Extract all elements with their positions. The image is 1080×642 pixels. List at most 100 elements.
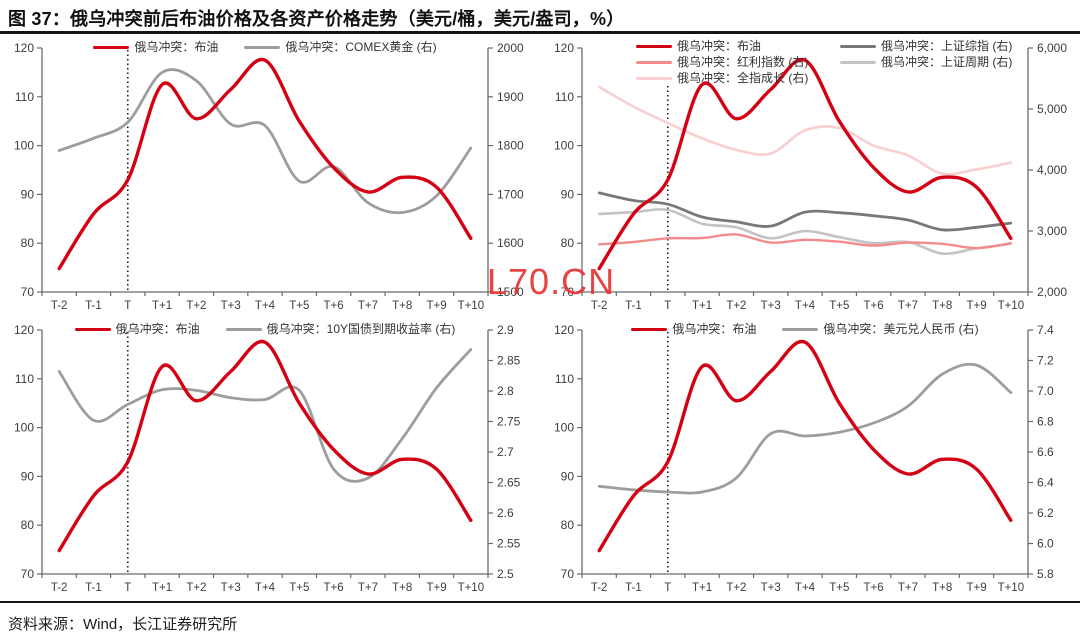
left-axis-tick-label: 110 — [555, 90, 574, 104]
legend-item: 俄乌冲突：上证综指 (右) — [840, 39, 1012, 54]
right-axis-tick-label: 3,000 — [1037, 224, 1067, 238]
series-line — [597, 339, 1013, 553]
x-axis-category-label: T+10 — [458, 582, 485, 594]
x-axis-category-label: T — [124, 300, 131, 312]
x-axis-category-label: T+10 — [998, 582, 1025, 594]
chart-legend: 俄乌冲突：布油 俄乌冲突：10Y国债到期收益率 (右) — [42, 322, 488, 337]
series-line — [597, 191, 1013, 232]
series-line — [598, 233, 1012, 250]
x-axis-category-label: T-1 — [625, 300, 642, 312]
x-axis-category-label: T+7 — [358, 582, 378, 594]
x-axis-category-label: T+1 — [152, 300, 172, 312]
left-axis-tick-label: 120 — [14, 323, 34, 337]
x-axis-category-label: T+10 — [458, 300, 485, 312]
left-axis-tick-label: 90 — [21, 469, 35, 483]
legend-swatch — [74, 327, 111, 332]
x-axis-category-label: T+9 — [966, 582, 986, 594]
right-axis-tick-label: 1900 — [497, 90, 524, 104]
left-axis-tick-label: 100 — [14, 421, 34, 435]
right-axis-tick-label: 2.5 — [497, 567, 514, 581]
x-axis-category-label: T+1 — [692, 582, 712, 594]
left-axis-tick-label: 120 — [554, 323, 574, 337]
x-axis-category-label: T+8 — [392, 300, 412, 312]
x-axis-category-label: T+9 — [426, 300, 446, 312]
chart-canvas: 70 80 90 100 110 120 2.5 2.55 2.6 2.65 2.7 2.75 2.8 2… — [14, 323, 521, 594]
x-axis-category-label: T-2 — [51, 582, 68, 594]
watermark: L70.CN — [487, 261, 616, 302]
right-axis-tick-label: 6.8 — [1037, 415, 1054, 429]
x-axis-category-label: T+1 — [152, 582, 172, 594]
chart-legend: 俄乌冲突：布油 俄乌冲突：美元兑人民币 (右) — [582, 322, 1028, 337]
x-axis-category-label: T+5 — [829, 300, 849, 312]
right-axis-tick-label: 2,000 — [1037, 285, 1067, 299]
left-axis-tick-label: 120 — [14, 41, 34, 55]
x-axis-category-label: T+2 — [186, 300, 206, 312]
legend-item: 俄乌冲突：上证周期 (右) — [840, 55, 1012, 70]
right-axis-tick-label: 6,000 — [1037, 41, 1067, 55]
x-axis-category-label: T+6 — [864, 582, 884, 594]
legend-item: 俄乌冲突：全指成长 (右) — [636, 71, 808, 86]
x-axis-category-label: T — [124, 582, 131, 594]
left-axis-tick-label: 80 — [561, 236, 575, 250]
chart-canvas: 70 80 90 100 110 120 1500 1600 1700 1800 1900 2000 T… — [14, 41, 524, 312]
left-axis-tick-label: 90 — [21, 187, 35, 201]
series-line — [597, 57, 1013, 271]
series-line — [57, 339, 473, 553]
right-axis-tick-label: 2.9 — [497, 323, 514, 337]
x-axis-category-label: T+3 — [761, 582, 781, 594]
legend-label: 俄乌冲突：布油 — [672, 322, 757, 336]
left-axis-tick-label: 110 — [555, 372, 574, 386]
left-axis-tick-label: 80 — [21, 518, 35, 532]
series-line — [597, 85, 1013, 176]
series-line — [597, 362, 1013, 495]
x-axis-category-label: T+1 — [692, 300, 712, 312]
right-axis-tick-label: 4,000 — [1037, 163, 1067, 177]
x-axis-category-label: T-2 — [591, 582, 608, 594]
figure-title: 图 37：俄乌冲突前后布油价格及各资产价格走势（美元/桶，美元/盎司，%） — [8, 9, 625, 29]
chart-brent-vs-10y-cgb-yield: 70 80 90 100 110 120 2.5 2.55 2.6 2.65 2.7 2.75 2.8 2… — [0, 318, 540, 600]
right-axis-tick-label: 2.7 — [497, 445, 514, 459]
left-axis-tick-label: 90 — [561, 187, 575, 201]
legend-item: 俄乌冲突：布油 — [74, 322, 200, 337]
legend-swatch — [636, 44, 672, 49]
right-axis-tick-label: 6.4 — [1037, 476, 1054, 490]
left-axis-tick-label: 80 — [21, 236, 35, 250]
right-axis-tick-label: 1700 — [497, 187, 524, 201]
x-axis-category-label: T+8 — [932, 582, 952, 594]
legend-label: 俄乌冲突：上证综指 (右) — [881, 39, 1013, 53]
right-axis-tick-label: 1600 — [497, 236, 524, 250]
chart-legend: 俄乌冲突：布油 俄乌冲突：COMEX黄金 (右) — [42, 40, 488, 55]
right-axis-tick-label: 1500 — [497, 285, 524, 299]
right-axis-tick-label: 2.6 — [497, 506, 514, 520]
legend-item: 俄乌冲突：红利指数 (右) — [636, 55, 808, 70]
left-axis-tick-label: 100 — [14, 139, 34, 153]
legend-label: 俄乌冲突：布油 — [134, 40, 219, 54]
legend-label: 俄乌冲突：10Y国债到期收益率 (右) — [266, 322, 456, 336]
x-axis-category-label: T-1 — [85, 582, 102, 594]
left-axis-tick-label: 80 — [561, 518, 575, 532]
x-axis-category-label: T+9 — [426, 582, 446, 594]
x-axis-category-label: T-1 — [85, 300, 102, 312]
legend-swatch — [636, 61, 672, 64]
x-axis-category-label: T+9 — [966, 300, 986, 312]
legend-swatch — [636, 77, 672, 80]
title-divider — [0, 31, 1080, 34]
legend-swatch — [225, 328, 262, 331]
left-axis-tick-label: 70 — [21, 285, 35, 299]
left-axis-tick-label: 110 — [15, 372, 34, 386]
right-axis-tick-label: 6.2 — [1037, 506, 1054, 520]
right-axis-tick-label: 2.85 — [497, 354, 521, 368]
x-axis-category-label: T+3 — [221, 582, 241, 594]
chart-brent-vs-comex-gold: 70 80 90 100 110 120 1500 1600 1700 1800 1900 2000 T… — [0, 36, 540, 318]
x-axis-category-label: T+2 — [186, 582, 206, 594]
left-axis-tick-label: 100 — [554, 421, 574, 435]
legend-item: 俄乌冲突：布油 — [93, 40, 218, 55]
legend-label: 俄乌冲突：全指成长 (右) — [677, 71, 809, 85]
x-axis-category-label: T — [664, 300, 671, 312]
left-axis-tick-label: 90 — [561, 469, 575, 483]
legend-swatch — [631, 327, 668, 332]
chart-legend-column: 俄乌冲突：上证综指 (右) 俄乌冲突：上证周期 (右) — [840, 39, 1012, 70]
x-axis-category-label: T-2 — [591, 300, 608, 312]
right-axis-tick-label: 1800 — [497, 139, 524, 153]
right-axis-tick-label: 2.55 — [497, 537, 521, 551]
